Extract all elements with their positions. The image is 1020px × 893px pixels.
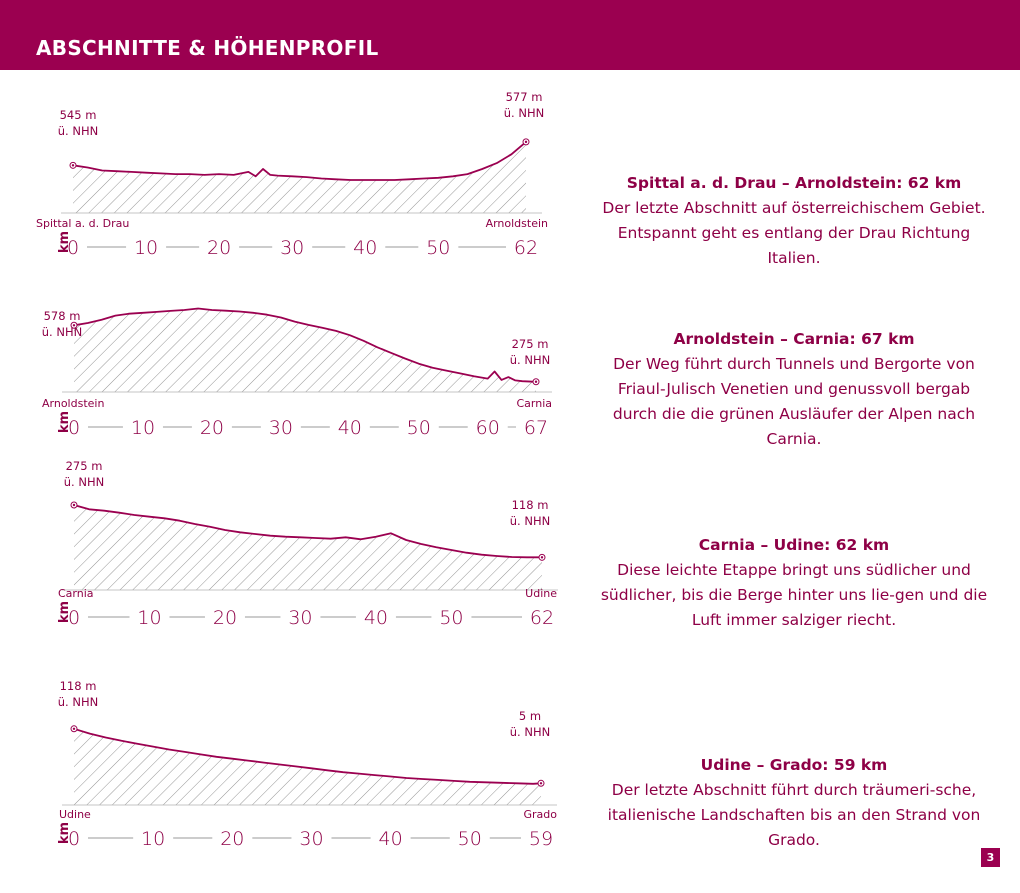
start-point-dot [71,164,75,167]
section-text: Diese leichte Etappe bringt uns südliche… [600,561,988,629]
elevation-area [74,308,536,392]
x-tick-label: 10 [137,607,161,629]
start-elevation-label: 118 m ü. NHN [58,679,98,709]
x-tick-label: 60 [476,417,500,439]
elevation-line [73,307,537,383]
section-heading: Udine – Grado: 59 km [700,756,888,774]
end-elevation-label: 118 m ü. NHN [510,498,550,528]
elevation-line [72,141,527,181]
x-tick-label: 10 [131,417,155,439]
elevation-line [73,504,542,559]
x-tick-label: 67 [524,417,548,439]
section-description-1: Spittal a. d. Drau – Arnoldstein: 62 km … [598,171,990,271]
elevation-area [74,505,542,590]
end-point-dot [534,380,538,383]
end-point-dot [540,556,544,559]
start-elevation-label: 545 m ü. NHN [58,108,98,138]
x-tick-label: 40 [338,417,362,439]
x-tick-label: 0 [68,417,80,439]
start-place-label: Arnoldstein [42,397,104,410]
x-tick-label: 10 [134,237,158,259]
x-tick-label: 30 [288,607,312,629]
elevation-profile-chart-1: 545 m ü. NHN 577 m ü. NHN Spittal a. d. Drau… [36,90,548,259]
x-tick-label: 40 [353,237,377,259]
x-tick-label: 59 [529,828,553,850]
end-place-label: Carnia [516,397,552,410]
elevation-area [74,728,541,805]
x-tick-label: 0 [68,607,80,629]
end-place-label: Grado [524,808,558,821]
x-tick-label: 20 [220,828,244,850]
x-tick-label: 20 [207,237,231,259]
x-tick-label: 20 [213,607,237,629]
x-axis-label: km [57,231,72,253]
x-tick-label: 30 [280,237,304,259]
x-tick-label: 40 [364,607,388,629]
x-tick-label: 62 [514,237,538,259]
x-tick-label: 30 [299,828,323,850]
section-heading: Arnoldstein – Carnia: 67 km [673,330,915,348]
start-point-dot [72,324,76,327]
elevation-line [73,727,542,785]
x-tick-label: 10 [141,828,165,850]
section-description-2: Arnoldstein – Carnia: 67 km Der Weg führ… [598,327,990,452]
section-text: Der Weg führt durch Tunnels und Bergorte… [612,355,976,448]
elevation-profile-chart-3: 275 m ü. NHN 118 m ü. NHN Carnia Udine km0 10 20… [57,459,558,629]
x-tick-label: 50 [426,237,450,259]
start-place-label: Carnia [58,587,94,600]
x-tick-label: 30 [269,417,293,439]
section-text: Der letzte Abschnitt führt durch träumer… [607,781,981,849]
section-description-3: Carnia – Udine: 62 km Diese leichte Etap… [598,533,990,633]
start-point-dot [72,503,76,507]
page-header: ABSCHNITTE & HÖHENPROFIL [0,0,1020,70]
page-number: 3 [981,848,1000,867]
x-tick-label: 50 [458,828,482,850]
start-elevation-label: 578 m ü. NHN [42,309,82,339]
elevation-profile-chart-2: 578 m ü. NHN 275 m ü. NHN Arnoldstein Carnia k… [42,307,552,439]
x-tick-label: 50 [407,417,431,439]
section-description-4: Udine – Grado: 59 km Der letzte Abschnit… [598,753,990,853]
x-tick-label: 20 [200,417,224,439]
elevation-profile-chart-4: 118 m ü. NHN 5 m ü. NHN Udine Grado km0 10 20 30 4… [57,679,558,850]
page-title: ABSCHNITTE & HÖHENPROFIL [36,36,379,60]
end-place-label: Arnoldstein [486,217,548,230]
start-point-dot [72,727,76,730]
end-point-dot [539,782,543,785]
start-place-label: Udine [59,808,91,821]
end-elevation-label: 5 m ü. NHN [510,709,550,739]
x-tick-label: 50 [439,607,463,629]
x-tick-label: 0 [68,828,80,850]
x-axis-label: km [57,822,72,844]
x-tick-label: 0 [67,237,79,259]
end-place-label: Udine [525,587,557,600]
x-tick-label: 40 [379,828,403,850]
section-heading: Carnia – Udine: 62 km [698,536,890,554]
start-elevation-label: 275 m ü. NHN [64,459,104,489]
end-point-dot [524,140,528,144]
x-tick-label: 62 [530,607,554,629]
x-axis-label: km [57,411,72,433]
end-elevation-label: 577 m ü. NHN [504,90,544,120]
section-text: Der letzte Abschnitt auf österreichische… [602,199,986,267]
start-place-label: Spittal a. d. Drau [36,217,129,230]
section-heading: Spittal a. d. Drau – Arnoldstein: 62 km [626,174,962,192]
x-axis-label: km [57,601,72,623]
end-elevation-label: 275 m ü. NHN [510,337,550,367]
